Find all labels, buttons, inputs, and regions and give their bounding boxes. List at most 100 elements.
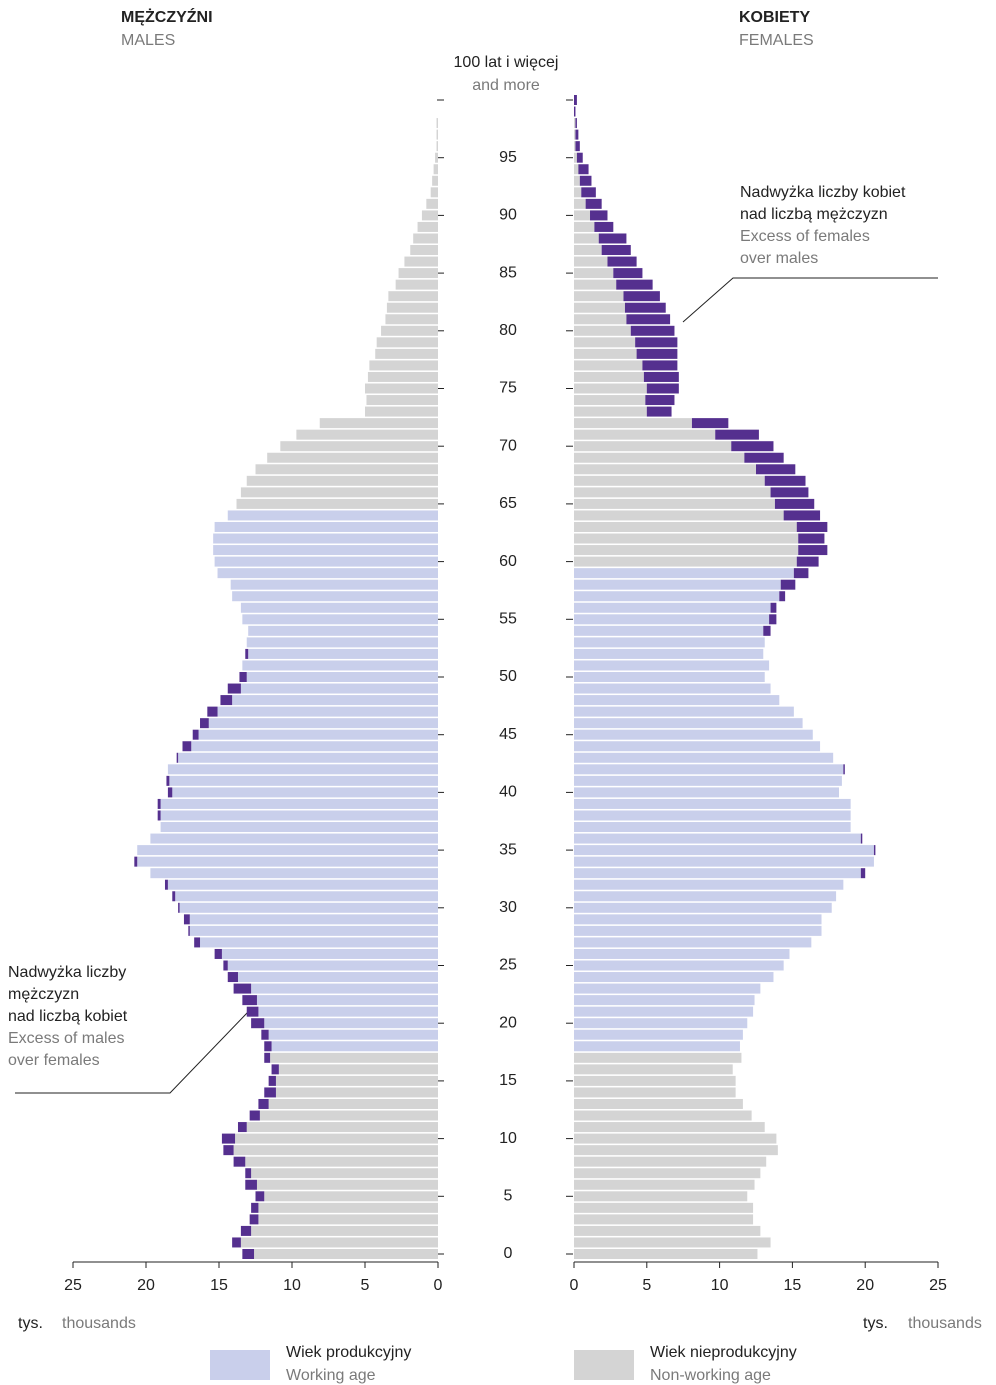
bar bbox=[574, 302, 625, 313]
x-tick-label: 25 bbox=[929, 1277, 947, 1294]
x-tick-label: 20 bbox=[856, 1277, 874, 1294]
bar bbox=[574, 1075, 736, 1086]
bar bbox=[574, 960, 784, 971]
excess-bar bbox=[616, 279, 653, 290]
excess-bar bbox=[271, 1064, 279, 1075]
bar bbox=[574, 498, 775, 509]
bar bbox=[242, 614, 438, 625]
x-label: tys. bbox=[18, 1315, 43, 1332]
bar bbox=[246, 672, 438, 682]
excess-bar bbox=[214, 948, 222, 959]
bar bbox=[280, 441, 438, 452]
bar bbox=[376, 337, 438, 348]
bar bbox=[574, 245, 602, 256]
bar bbox=[255, 464, 438, 475]
bar bbox=[574, 556, 797, 567]
excess-bar bbox=[769, 614, 777, 625]
bar bbox=[574, 1145, 778, 1156]
x-label: tys. bbox=[863, 1315, 888, 1332]
y-tick-label: 55 bbox=[499, 611, 517, 628]
bar bbox=[574, 1156, 767, 1167]
bar bbox=[264, 1191, 438, 1202]
bar bbox=[367, 371, 438, 382]
legend-label: Wiek produkcyjny bbox=[286, 1344, 411, 1361]
excess-bar bbox=[764, 475, 806, 486]
excess-bar bbox=[258, 1098, 269, 1109]
excess-bar bbox=[200, 718, 209, 729]
bar bbox=[246, 637, 438, 648]
bar bbox=[150, 868, 438, 879]
annotation-en: Excess of males bbox=[8, 1030, 124, 1047]
x-tick-label: 20 bbox=[137, 1277, 155, 1294]
excess-bar bbox=[691, 418, 729, 429]
bar bbox=[365, 406, 438, 417]
bar bbox=[574, 348, 637, 359]
annotation: nad liczbą kobiet bbox=[8, 1008, 128, 1025]
bar bbox=[574, 868, 861, 879]
bar bbox=[175, 891, 438, 902]
bar bbox=[160, 798, 438, 809]
bar bbox=[240, 683, 438, 694]
excess-bar bbox=[770, 602, 777, 613]
bar bbox=[189, 925, 438, 936]
excess-bar bbox=[581, 187, 596, 198]
legend-label-en: Non-working age bbox=[650, 1367, 771, 1384]
excess-bar bbox=[575, 129, 579, 140]
excess-bar bbox=[227, 683, 241, 694]
bar bbox=[574, 602, 771, 613]
bar bbox=[574, 233, 599, 244]
bar bbox=[574, 279, 617, 290]
excess-bar bbox=[245, 648, 249, 659]
bar bbox=[198, 729, 438, 740]
x-tick-label: 0 bbox=[434, 1277, 443, 1294]
bar bbox=[417, 221, 438, 232]
bar bbox=[574, 1179, 755, 1190]
bar bbox=[365, 383, 438, 394]
bar bbox=[275, 1075, 438, 1086]
bar bbox=[386, 302, 438, 313]
bar bbox=[435, 152, 438, 163]
bar bbox=[574, 937, 812, 948]
y-tick-label: 40 bbox=[499, 784, 517, 801]
bar bbox=[574, 1064, 733, 1075]
y-tick-label: 0 bbox=[504, 1245, 513, 1262]
y-tick-label: 15 bbox=[499, 1072, 517, 1089]
bar bbox=[267, 452, 438, 463]
excess-bar bbox=[590, 210, 608, 221]
excess-bar bbox=[624, 302, 666, 313]
excess-bar bbox=[796, 556, 819, 567]
bar bbox=[169, 775, 439, 786]
excess-bar bbox=[220, 695, 233, 706]
bar bbox=[574, 1237, 771, 1248]
bar bbox=[270, 1052, 438, 1063]
bar bbox=[217, 568, 438, 579]
excess-bar bbox=[268, 1075, 276, 1086]
excess-bar bbox=[642, 360, 678, 371]
annotation-en: over males bbox=[740, 250, 818, 267]
annotation-leader bbox=[15, 1011, 249, 1094]
excess-bar bbox=[237, 1122, 247, 1133]
bar bbox=[248, 648, 438, 659]
excess-bar bbox=[157, 798, 161, 809]
bar bbox=[574, 429, 716, 440]
bar bbox=[258, 1214, 438, 1225]
excess-bar bbox=[232, 1237, 241, 1248]
bar bbox=[574, 672, 765, 682]
annotation: Nadwyżka liczby bbox=[8, 964, 126, 981]
excess-bar bbox=[763, 625, 771, 636]
bar bbox=[574, 441, 732, 452]
bar bbox=[236, 498, 438, 509]
bar bbox=[268, 1098, 438, 1109]
bar bbox=[574, 787, 839, 798]
bar bbox=[574, 648, 764, 659]
bar bbox=[574, 141, 576, 152]
bar bbox=[369, 360, 438, 371]
excess-bar bbox=[635, 337, 678, 348]
bar bbox=[574, 983, 761, 994]
bar bbox=[213, 545, 438, 556]
y-tick-label: 45 bbox=[499, 726, 517, 743]
bar bbox=[574, 1191, 748, 1202]
excess-bar bbox=[223, 960, 228, 971]
bar bbox=[574, 395, 646, 406]
bar bbox=[574, 914, 822, 925]
